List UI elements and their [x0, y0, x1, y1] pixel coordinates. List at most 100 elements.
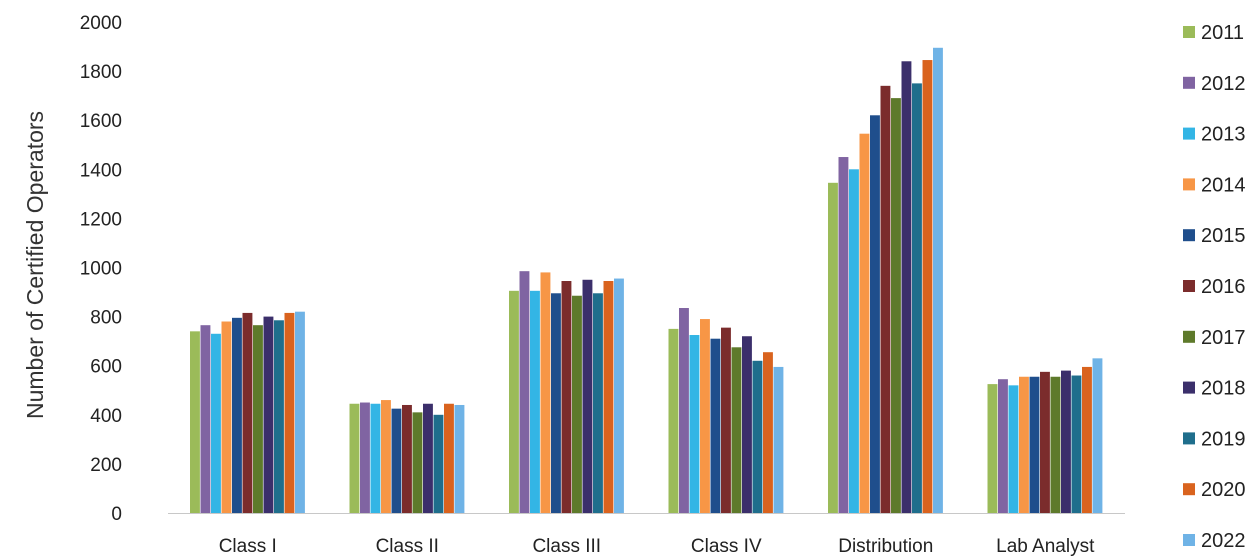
x-category-label: Lab Analyst	[996, 536, 1095, 557]
bar	[253, 325, 263, 513]
bar	[274, 320, 284, 513]
legend-label: 2022	[1201, 530, 1246, 552]
bar	[1092, 358, 1103, 513]
legend-swatch	[1183, 26, 1195, 38]
legend-swatch	[1183, 381, 1195, 394]
bar	[402, 404, 412, 513]
bar	[614, 278, 624, 513]
bar	[859, 133, 870, 513]
bar	[731, 347, 742, 513]
x-category-label: Class I	[219, 536, 277, 557]
bar	[412, 412, 423, 513]
bar	[1071, 375, 1082, 513]
legend-label: 2015	[1201, 225, 1246, 247]
bar	[828, 182, 838, 514]
bar	[200, 325, 211, 513]
y-tick-label: 200	[90, 455, 122, 476]
legend-label: 2020	[1201, 479, 1246, 501]
bar	[381, 400, 391, 513]
x-axis-category-labels: Class I Class II Class III Class IV Distribu…	[219, 536, 1095, 557]
bar	[295, 311, 305, 513]
y-tick-label: 400	[90, 406, 122, 427]
bar	[838, 157, 849, 513]
legend-swatch	[1183, 330, 1195, 343]
bar	[444, 403, 454, 513]
bar	[509, 290, 519, 513]
bars	[190, 47, 1103, 514]
x-category-label: Class IV	[691, 536, 762, 557]
y-tick-label: 2000	[80, 13, 122, 34]
bar	[349, 403, 360, 513]
legend-swatch	[1183, 178, 1195, 191]
bar	[922, 60, 933, 514]
x-category-label: Distribution	[838, 536, 933, 557]
bar	[190, 331, 200, 513]
bar	[423, 403, 433, 513]
bar	[752, 360, 763, 513]
legend-label: 2011	[1201, 22, 1244, 44]
bar	[1029, 376, 1040, 513]
y-tick-label: 1200	[80, 209, 122, 230]
bar	[1050, 376, 1061, 513]
bar	[284, 312, 295, 513]
bar	[763, 352, 773, 513]
bar	[742, 336, 752, 513]
bar	[561, 281, 572, 513]
legend-label: 2012	[1201, 73, 1246, 95]
bar	[242, 312, 253, 513]
bar	[773, 366, 784, 513]
bar	[370, 403, 381, 513]
legend-label: 2014	[1201, 174, 1246, 196]
legend-swatch	[1183, 280, 1195, 292]
legend-label: 2019	[1201, 428, 1246, 450]
bar	[360, 402, 370, 513]
bar	[1040, 371, 1050, 513]
y-tick-label: 600	[90, 357, 122, 378]
bar	[603, 281, 614, 513]
bar	[998, 379, 1008, 513]
x-category-label: Class III	[532, 536, 601, 557]
bar	[1019, 376, 1029, 513]
x-category-label: Class II	[376, 536, 439, 557]
bar	[901, 61, 912, 513]
bar	[211, 333, 221, 513]
bar	[551, 293, 561, 513]
bar	[668, 328, 679, 514]
bar	[221, 321, 232, 513]
y-tick-label: 0	[111, 504, 122, 525]
y-tick-label: 1600	[80, 111, 122, 132]
bar	[710, 338, 721, 513]
bar	[689, 335, 700, 513]
legend-swatch	[1183, 76, 1195, 89]
bar	[880, 85, 891, 513]
legend-swatch	[1183, 483, 1195, 496]
y-axis-label: Number of Certified Operators	[22, 111, 48, 419]
bar	[530, 290, 540, 513]
legend: 2011 2012 2013 2014 2015 2016 2017 2018 2019 2020…	[1183, 22, 1246, 552]
legend-swatch	[1183, 229, 1195, 242]
bar	[263, 316, 274, 513]
bar	[582, 279, 593, 513]
bar	[721, 327, 731, 513]
bar	[572, 295, 582, 513]
bar	[1082, 366, 1092, 513]
bar	[933, 47, 943, 513]
bar	[433, 414, 444, 513]
bar	[700, 319, 710, 513]
bar	[987, 384, 998, 513]
legend-label: 2016	[1201, 276, 1246, 298]
bar	[232, 317, 242, 513]
y-tick-label: 1000	[80, 259, 122, 280]
bar	[912, 83, 922, 514]
bar	[679, 308, 689, 513]
bar	[391, 408, 402, 513]
y-axis-ticks: 0 200 400 600 800 1000 1200 1400 1600 1800 2000	[80, 13, 122, 525]
y-tick-label: 800	[90, 308, 122, 329]
bar	[540, 272, 551, 513]
legend-swatch	[1183, 534, 1195, 546]
y-tick-label: 1800	[80, 62, 122, 83]
bar	[1061, 370, 1071, 513]
legend-swatch	[1183, 432, 1195, 445]
bar	[849, 169, 859, 514]
